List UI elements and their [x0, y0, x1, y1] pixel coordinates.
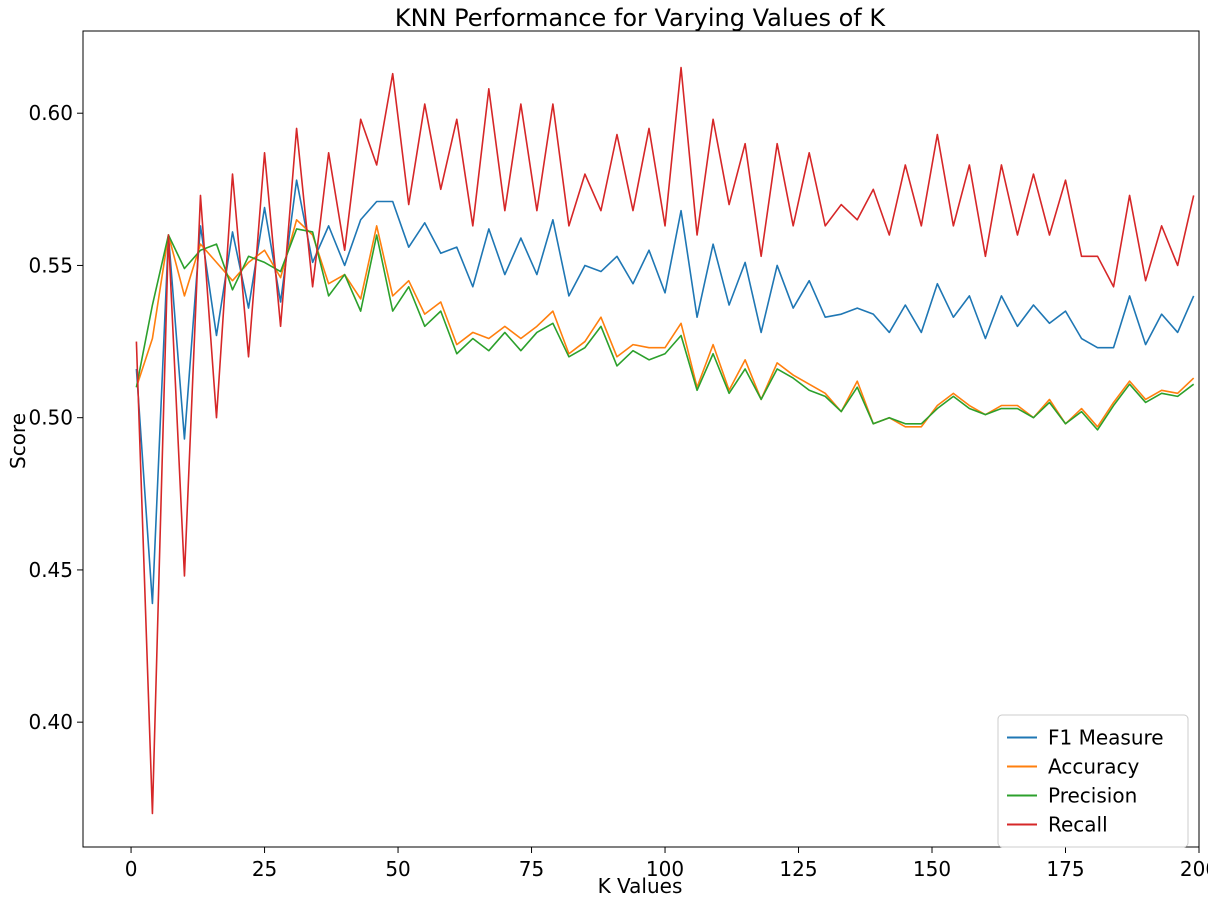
legend: F1 Measure Accuracy Precision Recall	[997, 714, 1189, 848]
y-axis: 0.40 0.45 0.50 0.55 0.60	[28, 101, 83, 734]
y-tick-label: 0.45	[28, 558, 73, 582]
x-tick-label: 75	[519, 857, 544, 881]
chart-title: KNN Performance for Varying Values of K	[395, 4, 886, 32]
series-line-precision	[135, 228, 1195, 431]
x-axis-label: K Values	[598, 874, 683, 898]
legend-label: F1 Measure	[1048, 726, 1164, 750]
x-tick-label: 25	[252, 857, 277, 881]
y-tick-label: 0.40	[28, 710, 73, 734]
series-lines	[135, 66, 1195, 815]
x-axis: 0 25 50 75 100 125 150 175 200	[125, 847, 1208, 881]
series-line-recall	[135, 66, 1195, 815]
y-tick-label: 0.55	[28, 253, 73, 277]
legend-box	[997, 714, 1189, 848]
x-tick-label: 200	[1180, 857, 1208, 881]
x-tick-label: 50	[385, 857, 410, 881]
legend-label: Precision	[1048, 784, 1137, 808]
plot-frame	[82, 30, 1200, 848]
y-tick-label: 0.50	[28, 406, 73, 430]
x-tick-label: 150	[913, 857, 951, 881]
series-line-accuracy	[135, 218, 1195, 428]
series-line-f1-measure	[135, 179, 1195, 605]
x-tick-label: 175	[1046, 857, 1084, 881]
y-axis-label: Score	[6, 413, 30, 469]
x-tick-label: 100	[646, 857, 684, 881]
legend-label: Recall	[1048, 813, 1108, 837]
x-tick-label: 0	[125, 857, 138, 881]
x-tick-label: 125	[779, 857, 817, 881]
y-tick-label: 0.60	[28, 101, 73, 125]
legend-label: Accuracy	[1048, 755, 1139, 779]
